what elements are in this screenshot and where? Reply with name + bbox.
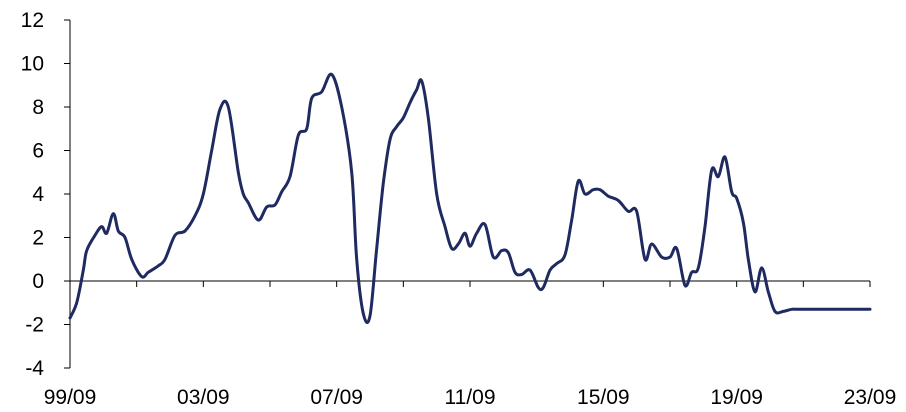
y-tick-label: 6 <box>32 140 44 163</box>
y-tick-label: -4 <box>25 357 44 380</box>
x-tick-label: 99/09 <box>44 386 97 409</box>
x-tick-label: 15/09 <box>577 386 630 409</box>
ticks <box>64 19 871 369</box>
tick-labels: 12 10 8 6 4 2 0 -2 -499/09 03/09 07/09 11/09 15/09 19… <box>21 9 897 409</box>
x-tick-label: 07/09 <box>310 386 363 409</box>
x-tick-label: 03/09 <box>177 386 230 409</box>
x-tick-label: 23/09 <box>844 386 897 409</box>
y-tick-label: 8 <box>32 96 44 119</box>
y-tick-label: 10 <box>21 53 44 76</box>
y-tick-label: 0 <box>32 270 44 293</box>
series-line <box>68 72 872 324</box>
y-tick-label: 4 <box>32 183 44 206</box>
y-tick-label: 12 <box>21 9 44 32</box>
x-tick-label: 11/09 <box>445 386 496 409</box>
axes <box>69 20 870 368</box>
y-tick-label: 2 <box>32 227 44 250</box>
x-tick-label: 19/09 <box>710 386 763 409</box>
y-tick-label: -2 <box>25 314 44 337</box>
